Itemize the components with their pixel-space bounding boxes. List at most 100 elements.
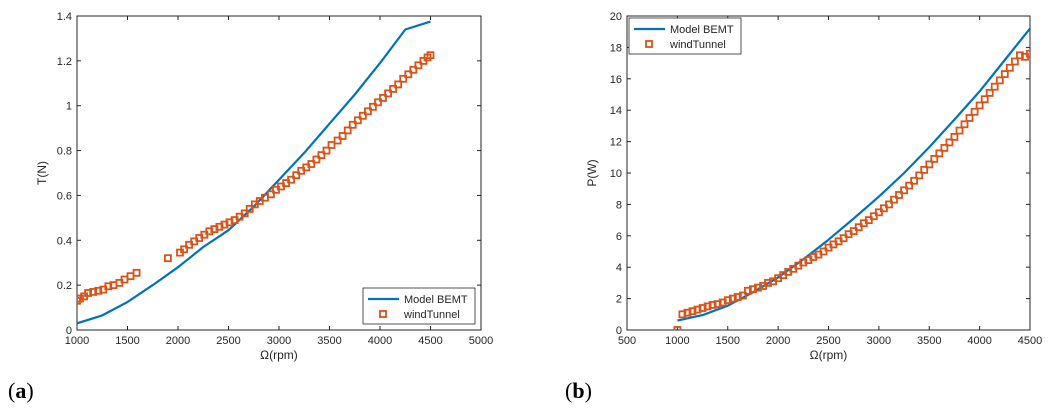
x-tick-label: 4500 (418, 335, 442, 347)
data-point-windtunnel (905, 181, 913, 190)
data-point-windtunnel (343, 126, 352, 135)
data-point-windtunnel (327, 141, 336, 149)
series-layer (673, 27, 1030, 330)
x-tick-label: 1000 (665, 335, 689, 347)
y-tick-label: 18 (610, 42, 622, 54)
data-point-windtunnel (728, 294, 737, 303)
data-point-windtunnel (900, 186, 908, 195)
y-tick-label: 12 (610, 137, 622, 149)
data-point-windtunnel (970, 107, 979, 116)
data-point-windtunnel (404, 70, 413, 79)
x-tick-label: 1500 (716, 335, 740, 347)
x-tick-label: 3000 (267, 335, 291, 347)
y-tick-label: 1.4 (57, 11, 72, 23)
data-point-windtunnel (940, 143, 949, 152)
legend-box (362, 287, 476, 325)
y-tick-label: 14 (610, 105, 622, 117)
data-point-windtunnel (703, 302, 712, 311)
data-point-windtunnel (688, 307, 697, 316)
data-point-windtunnel (920, 165, 929, 174)
data-point-windtunnel (414, 61, 423, 70)
data-point-windtunnel (673, 326, 682, 330)
data-point-windtunnel (104, 282, 113, 291)
data-point-windtunnel (885, 200, 893, 209)
data-point-windtunnel (245, 204, 254, 213)
panel-label-b: (b) (565, 378, 592, 403)
data-point-windtunnel (980, 95, 989, 104)
data-point-windtunnel (744, 286, 752, 295)
data-point-windtunnel (995, 76, 1004, 85)
data-point-windtunnel (363, 107, 372, 116)
y-tick-label: 0.2 (57, 280, 72, 292)
y-axis-label: P(W) (585, 159, 599, 186)
data-point-windtunnel (307, 160, 316, 168)
data-point-windtunnel (1000, 70, 1009, 78)
legend-label: Model BEMT (404, 294, 468, 306)
data-point-windtunnel (915, 171, 924, 180)
data-point-windtunnel (723, 296, 732, 305)
data-point-windtunnel (875, 208, 883, 217)
data-point-windtunnel (754, 283, 762, 292)
legend: Model BEMT windTunnel (628, 17, 742, 55)
data-point-windtunnel (849, 227, 858, 236)
y-tick-label: 10 (610, 168, 622, 180)
data-point-windtunnel (975, 101, 984, 110)
panel-label-b-text: b (572, 378, 585, 403)
data-point-windtunnel (89, 287, 98, 296)
data-point-windtunnel (266, 190, 275, 199)
data-point-windtunnel (409, 65, 418, 74)
x-tick-label: 2500 (816, 335, 840, 347)
data-point-windtunnel (384, 89, 393, 98)
data-point-windtunnel (839, 234, 848, 243)
y-tick-label: 0 (66, 325, 72, 337)
legend-label: windTunnel (669, 39, 726, 51)
data-point-windtunnel (678, 310, 687, 319)
y-tick-label: 1.2 (57, 56, 72, 68)
data-point-windtunnel (379, 94, 387, 102)
x-axis-label: Ω(rpm) (260, 348, 298, 362)
data-point-windtunnel (389, 85, 398, 93)
data-point-windtunnel (240, 209, 249, 218)
legend-swatch-marker (379, 310, 387, 318)
data-point-windtunnel (353, 116, 362, 125)
data-point-windtunnel (749, 285, 757, 294)
x-tick-label: 500 (618, 335, 636, 347)
data-point-windtunnel (864, 216, 873, 225)
x-tick-label: 4000 (368, 335, 392, 347)
plot-area (76, 15, 482, 331)
y-axis-label: T(N) (35, 161, 49, 185)
x-tick-label: 3000 (867, 335, 891, 347)
data-point-windtunnel (399, 74, 408, 83)
data-point-windtunnel (358, 111, 367, 120)
y-tick-label: 0.6 (57, 190, 72, 202)
data-point-windtunnel (426, 51, 435, 60)
data-point-windtunnel (880, 204, 888, 213)
data-point-windtunnel (338, 132, 347, 140)
data-point-windtunnel (163, 254, 172, 263)
y-tick-label: 0.8 (57, 146, 72, 158)
data-point-windtunnel (374, 98, 382, 107)
x-tick-label: 2000 (766, 335, 790, 347)
data-point-windtunnel (739, 291, 747, 300)
data-point-windtunnel (890, 195, 898, 204)
data-point-windtunnel (945, 138, 954, 147)
data-point-windtunnel (985, 89, 994, 97)
data-point-windtunnel (322, 146, 331, 155)
data-point-windtunnel (955, 126, 964, 135)
data-point-windtunnel (1016, 51, 1024, 60)
legend-box (628, 17, 742, 55)
x-tick-label: 1000 (65, 335, 89, 347)
data-point-windtunnel (1005, 63, 1014, 72)
x-axis-label: Ω(rpm) (810, 348, 848, 362)
y-tick-label: 2 (616, 294, 622, 306)
data-point-windtunnel (698, 304, 707, 312)
y-tick-label: 4 (616, 262, 622, 274)
x-tick-label: 2000 (166, 335, 190, 347)
x-tick-label: 5000 (469, 335, 493, 347)
data-point-windtunnel (292, 171, 301, 180)
panel-label-a: (a) (8, 378, 34, 403)
data-point-windtunnel (950, 132, 959, 141)
x-tick-label: 4000 (967, 335, 991, 347)
y-tick-label: 0.4 (57, 235, 72, 247)
series-layer (77, 20, 435, 325)
